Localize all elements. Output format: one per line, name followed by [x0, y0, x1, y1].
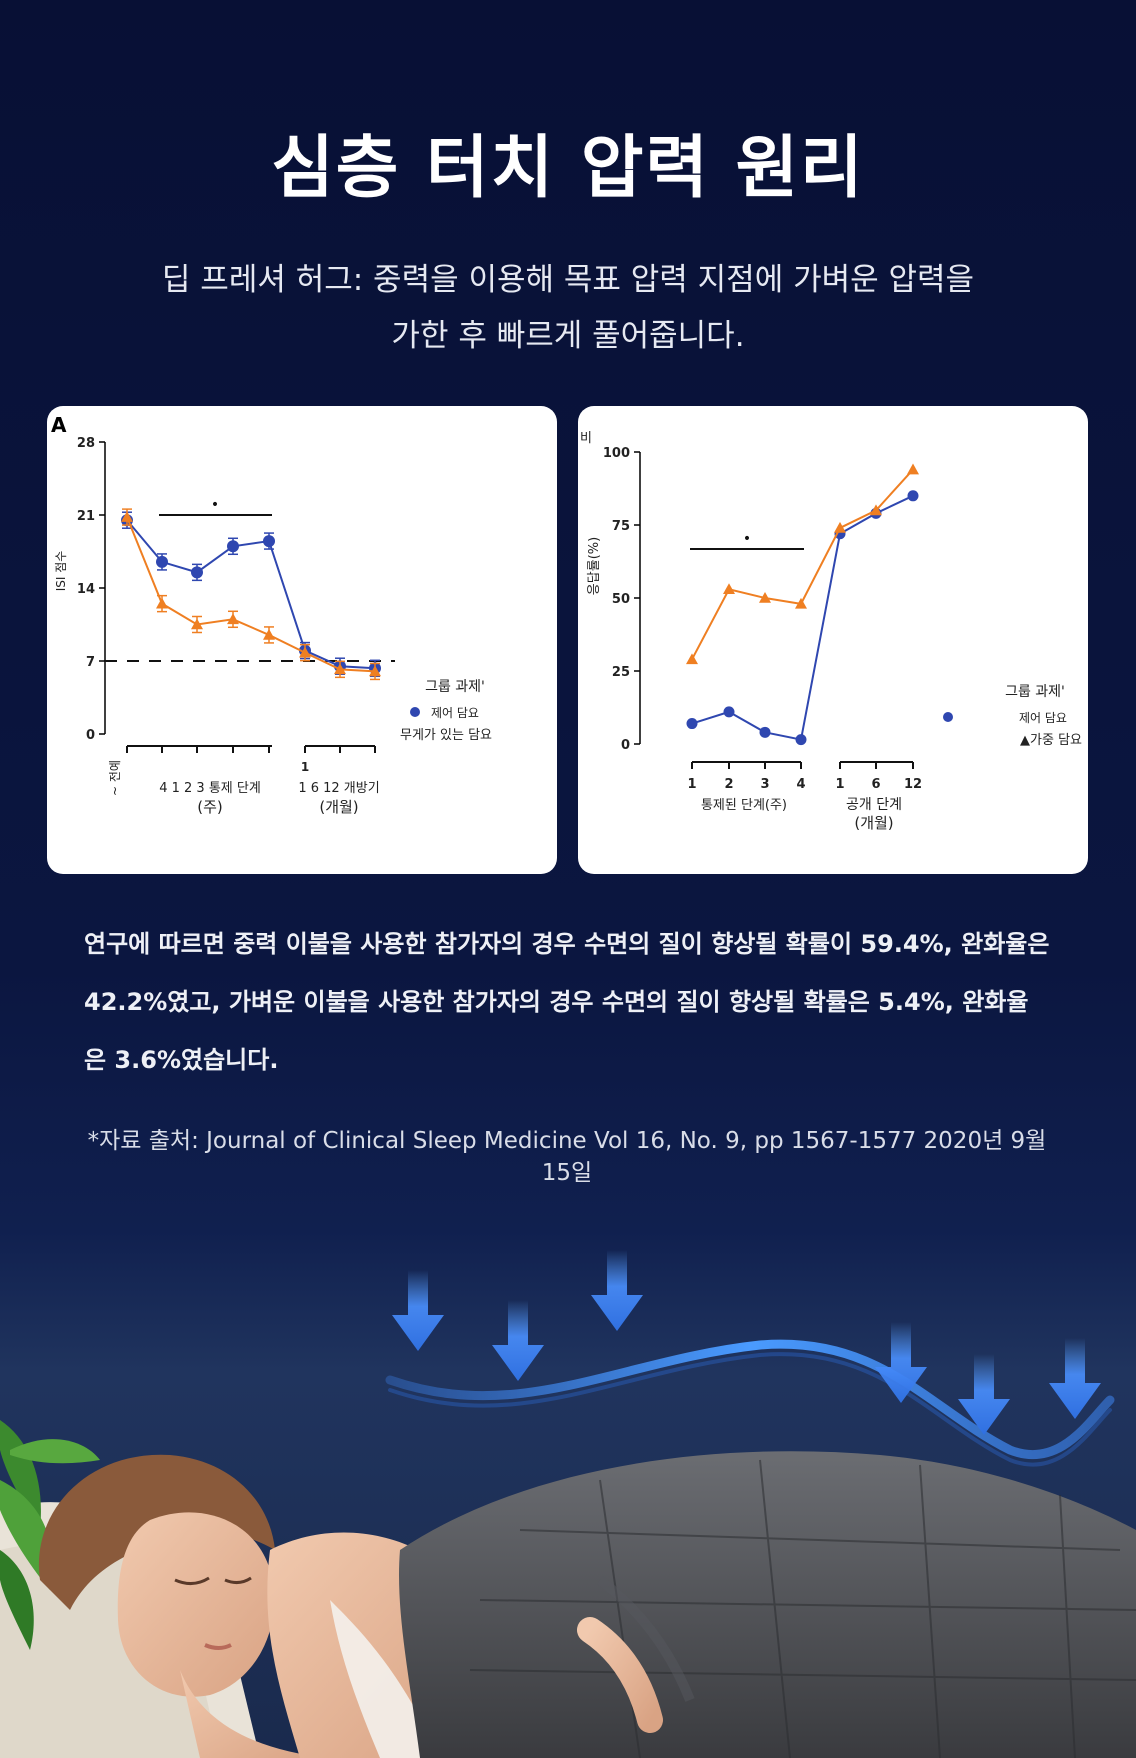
significance-marker-b: • [743, 531, 751, 547]
data-point-b-control [795, 734, 807, 746]
down-arrow-icon [392, 1270, 444, 1351]
y-axis-label-b: 응답률(%) [587, 537, 602, 595]
y-tick-label-a: 28 [77, 436, 95, 451]
y-tick-label-a: 14 [77, 582, 95, 597]
y-tick-label-b: 50 [612, 592, 630, 607]
legend-marker-b-control [943, 712, 953, 722]
down-arrow-icon [1049, 1338, 1101, 1419]
data-point-b-control [759, 726, 771, 738]
subtitle: 딥 프레셔 허그: 중력을 이용해 목표 압력 지점에 가벼운 압력을 가한 후… [80, 252, 1056, 364]
data-point-a-weighted [369, 665, 381, 677]
y-tick-label-a: 21 [77, 509, 95, 524]
data-point-a-control [156, 555, 168, 568]
series-line-b-1 [691, 468, 914, 660]
subtitle-line-1: 딥 프레셔 허그: 중력을 이용해 목표 압력 지점에 가벼운 압력을 [161, 262, 975, 298]
x-tick-label-b: 4 [796, 777, 805, 792]
legend-label-a-control: 제어 담요 [431, 706, 479, 720]
source-line-2: 15일 [541, 1160, 593, 1186]
down-arrow-icon [492, 1300, 544, 1381]
data-point-b-control [723, 706, 735, 718]
y-axis-label-a: ISI 점수 [54, 551, 68, 592]
panel-label-a: A [51, 413, 67, 437]
source-citation: *자료 출처: Journal of Clinical Sleep Medici… [84, 1125, 1050, 1189]
data-point-b-weighted [686, 653, 698, 665]
x-tick-label-b: 2 [724, 777, 733, 792]
data-point-a-control [191, 566, 203, 579]
series-line-a-1 [126, 516, 376, 673]
data-point-a-weighted [334, 663, 346, 675]
legend-title-b: 그룹 과제' [1005, 684, 1065, 700]
x-open-label-b: 공개 단계 [846, 797, 902, 813]
y-tick-label-b: 75 [612, 519, 630, 534]
x-open-unit-a: (개월) [319, 798, 358, 816]
data-point-a-weighted [263, 628, 275, 640]
x-tick-label-b: 1 [687, 777, 696, 792]
subtitle-line-2: 가한 후 빠르게 풀어줍니다. [391, 318, 745, 354]
x-controlled-label-b: 통제된 단계(주) [701, 798, 787, 813]
data-point-a-weighted [156, 597, 168, 609]
pressure-wave-glow-icon [388, 1352, 1112, 1467]
chart-card-b: 비 0 25 50 75 100 응답률(%) • 1 2 3 4 1 6 12 통제된 단계(주) 공개 단계… [578, 406, 1088, 874]
y-tick-label-a: 0 [86, 728, 95, 743]
series-line-a-0 [126, 519, 376, 670]
x-controlled-unit-a: (주) [197, 798, 223, 816]
down-arrow-icon [875, 1322, 927, 1403]
data-point-b-weighted [870, 504, 882, 516]
x-controlled-label-a: 4 1 2 3 통제 단계 [159, 781, 261, 796]
down-arrow-icon [958, 1354, 1010, 1435]
data-point-a-weighted [121, 511, 133, 522]
source-line-1: *자료 출처: Journal of Clinical Sleep Medici… [87, 1128, 1047, 1154]
study-description: 연구에 따르면 중력 이불을 사용한 참가자의 경우 수면의 질이 향상될 확률… [84, 915, 1060, 1089]
study-line-2: 42.2%였고, 가벼운 이불을 사용한 참가자의 경우 수면의 질이 향상될 … [84, 988, 1029, 1016]
legend-label-b-control: 제어 담요 [1019, 711, 1067, 725]
x-tick-label-b: 1 [835, 777, 844, 792]
y-tick-label-a: 7 [86, 655, 95, 670]
y-tick-label-b: 100 [603, 446, 630, 461]
legend-label-b-weighted: ▲가중 담요 [1020, 733, 1082, 748]
data-point-a-weighted [227, 613, 239, 625]
data-point-b-weighted [907, 463, 919, 475]
x-baseline-label-a: ~ 전예 [108, 760, 122, 796]
legend-title-a: 그룹 과제' [425, 679, 485, 695]
data-point-a-control [227, 540, 239, 553]
data-point-b-weighted [795, 597, 807, 609]
data-point-b-weighted [834, 521, 846, 533]
pressure-arrows [392, 1250, 1101, 1435]
x-open-top-label-a: 1 [301, 760, 309, 774]
study-line-3: 은 3.6%였습니다. [84, 1046, 279, 1074]
y-tick-label-b: 25 [612, 665, 630, 680]
data-point-a-control [263, 535, 275, 548]
data-point-b-control [907, 490, 919, 502]
series-line-b-0 [691, 494, 914, 741]
chart-a: A 0 7 14 21 28 ISI 점수 • ~ 전예 4 1 2 3 통제 단계 (주) 1 1 6… [51, 413, 492, 816]
data-point-b-weighted [759, 592, 771, 603]
sleep-illustration [0, 1250, 1136, 1758]
sleeping-woman [38, 1454, 470, 1758]
significance-marker-a: • [211, 497, 219, 513]
legend-label-a-weighted: 무게가 있는 담요 [400, 728, 492, 743]
pressure-wave-icon [385, 1339, 1115, 1460]
data-point-b-control [686, 718, 698, 730]
x-tick-label-b: 12 [904, 777, 922, 792]
x-tick-label-b: 3 [760, 777, 769, 792]
x-tick-label-b: 6 [871, 777, 880, 792]
page-title: 심층 터치 압력 원리 [271, 129, 865, 208]
y-tick-label-b: 0 [621, 738, 630, 753]
data-point-b-weighted [723, 583, 735, 595]
chart-card-a: A 0 7 14 21 28 ISI 점수 • ~ 전예 4 1 2 3 통제 단계 (주) 1 1 6… [47, 406, 557, 874]
panel-label-b: 비 [580, 431, 592, 446]
study-line-1: 연구에 따르면 중력 이불을 사용한 참가자의 경우 수면의 질이 향상될 확률… [84, 930, 1050, 958]
weighted-blanket [399, 1451, 1136, 1758]
data-point-a-weighted [191, 618, 203, 630]
legend-marker-a-control [410, 707, 420, 717]
down-arrow-icon [591, 1250, 643, 1331]
x-open-unit-b: (개월) [854, 814, 893, 832]
x-open-label-a: 1 6 12 개방기 [298, 781, 379, 796]
data-point-a-weighted [299, 646, 311, 658]
